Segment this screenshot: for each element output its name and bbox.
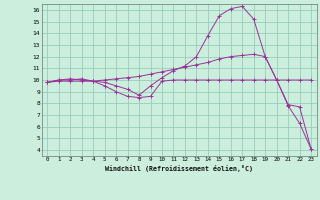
X-axis label: Windchill (Refroidissement éolien,°C): Windchill (Refroidissement éolien,°C)	[105, 165, 253, 172]
